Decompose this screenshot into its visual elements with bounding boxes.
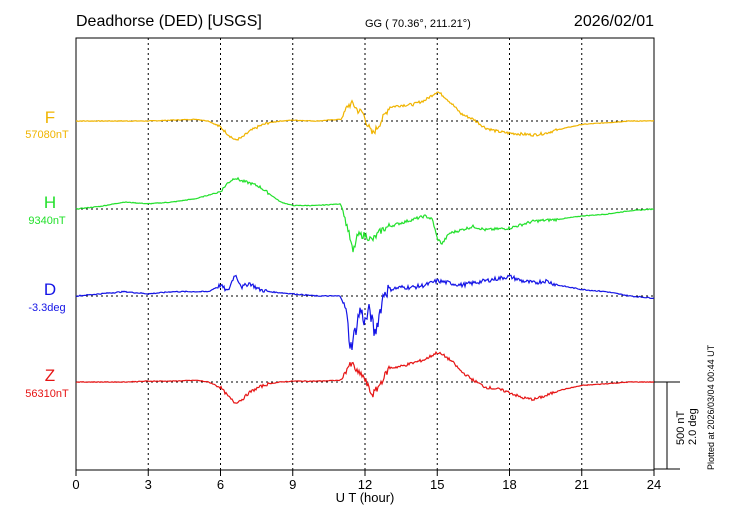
x-tick-label: 18 (502, 477, 516, 492)
x-axis-label: U T (hour) (336, 490, 395, 505)
scale-label-deg: 2.0 deg (687, 408, 699, 445)
grid-lines (76, 38, 654, 470)
plotted-timestamp: Plotted at 2026/03/04 00:44 UT (706, 344, 716, 470)
x-tick-label: 6 (217, 477, 224, 492)
series-baseline-d: -3.3deg (28, 302, 65, 314)
series-line-d (75, 274, 655, 350)
x-tick-label: 15 (430, 477, 444, 492)
x-tick-label: 12 (358, 477, 372, 492)
series-label-h: H (44, 193, 56, 212)
chart-title: Deadhorse (DED) [USGS] (76, 13, 262, 30)
chart-coordinates: GG ( 70.36°, 211.21°) (365, 18, 471, 30)
series-line-z (75, 350, 655, 404)
series-baseline-f: 57080nT (25, 129, 69, 141)
series-line-h (75, 176, 655, 253)
x-tick-label: 21 (575, 477, 589, 492)
chart-date: 2026/02/01 (574, 13, 654, 30)
x-tick-label: 9 (289, 477, 296, 492)
series-label-d: D (44, 280, 56, 299)
series-baseline-h: 9340nT (28, 215, 66, 227)
x-tick-label: 24 (647, 477, 661, 492)
series-line-f (76, 91, 655, 141)
series-label-f: F (45, 108, 55, 127)
x-tick-label: 0 (72, 477, 79, 492)
series-baseline-z: 56310nT (25, 388, 69, 400)
x-tick-label: 3 (145, 477, 152, 492)
scale-bar (654, 381, 680, 470)
scale-label-nt: 500 nT (675, 410, 687, 445)
x-axis: 0 3 6 9 12 15 18 21 24 (72, 470, 661, 492)
series-label-z: Z (45, 366, 55, 385)
